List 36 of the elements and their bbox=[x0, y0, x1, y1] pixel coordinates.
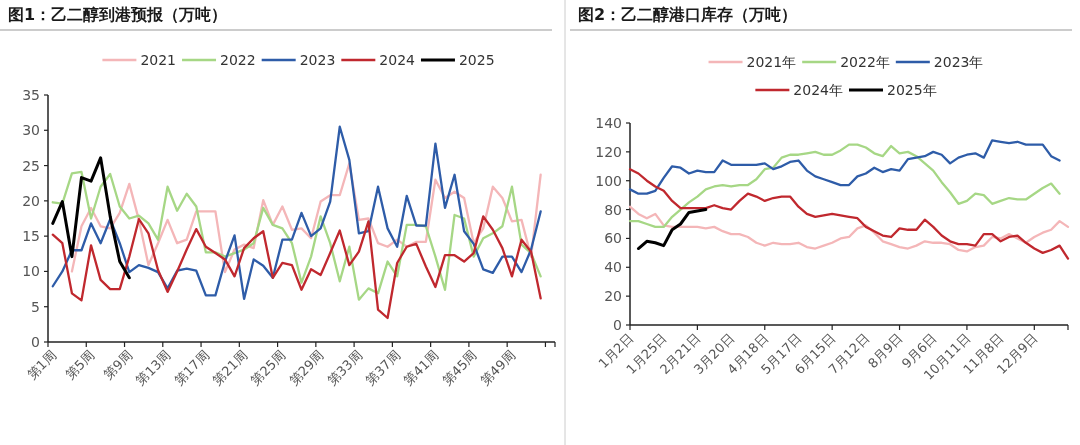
x-tick-label: 第5周 bbox=[62, 347, 98, 383]
x-tick-label: 第49周 bbox=[477, 347, 519, 389]
y-tick-label: 15 bbox=[22, 228, 40, 245]
y-tick-label: 140 bbox=[595, 115, 622, 131]
legend-label: 2021年 bbox=[746, 54, 797, 70]
y-tick-label: 20 bbox=[604, 288, 622, 305]
chart-title: 图2：乙二醇港口库存（万吨） bbox=[578, 5, 798, 24]
y-tick-label: 30 bbox=[22, 122, 40, 139]
y-tick-label: 5 bbox=[31, 298, 40, 315]
legend-label: 2022 bbox=[220, 52, 256, 68]
legend-label: 2024 bbox=[379, 52, 416, 68]
legend-label: 2022年 bbox=[840, 54, 890, 70]
x-tick-label: 第17周 bbox=[171, 347, 212, 389]
x-tick-label: 第45周 bbox=[439, 347, 480, 389]
legend-label: 2023 bbox=[299, 52, 336, 68]
y-tick-label: 10 bbox=[22, 263, 40, 280]
x-tick-label: 第29周 bbox=[286, 347, 327, 389]
legend-label: 2024年 bbox=[793, 82, 843, 98]
x-tick-label: 第9周 bbox=[100, 347, 136, 383]
legend-label: 2023年 bbox=[933, 54, 984, 70]
y-tick-label: 0 bbox=[613, 317, 622, 333]
y-tick-label: 100 bbox=[595, 172, 622, 189]
y-tick-label: 20 bbox=[22, 192, 40, 209]
y-tick-label: 40 bbox=[604, 259, 622, 276]
legend-label: 2021 bbox=[140, 52, 177, 68]
y-tick-label: 0 bbox=[31, 334, 40, 350]
chart-title: 图1：乙二醇到港预报（万吨） bbox=[8, 5, 228, 24]
x-tick-label: 第13周 bbox=[133, 347, 174, 389]
y-tick-label: 120 bbox=[595, 143, 622, 160]
y-tick-label: 60 bbox=[604, 230, 622, 247]
y-tick-label: 25 bbox=[22, 157, 40, 174]
legend-label: 2025 bbox=[458, 52, 495, 68]
y-tick-label: 80 bbox=[604, 201, 622, 218]
y-tick-label: 35 bbox=[22, 87, 40, 103]
legend-label: 2025年 bbox=[887, 82, 937, 98]
x-tick-label: 第1周 bbox=[24, 347, 59, 383]
